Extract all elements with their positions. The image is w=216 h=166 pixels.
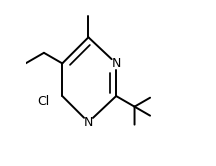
- Text: N: N: [84, 116, 93, 129]
- Text: Cl: Cl: [38, 95, 50, 108]
- Text: N: N: [111, 57, 121, 70]
